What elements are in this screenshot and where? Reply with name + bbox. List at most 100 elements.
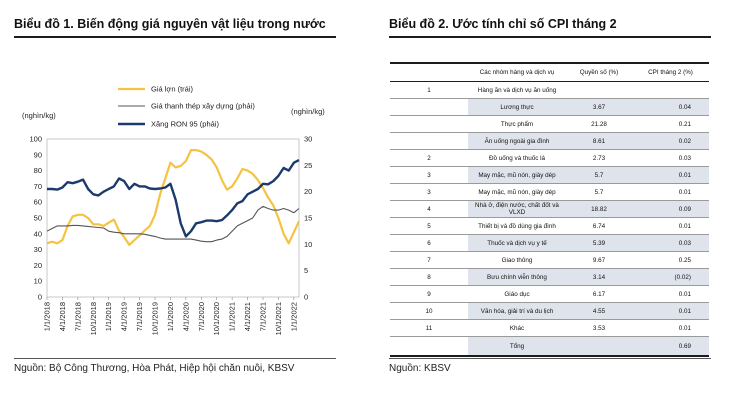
table-row: Lương thực 3.67 0.04 (390, 98, 709, 116)
legend-label-0: Giá lợn (trái) (151, 85, 194, 94)
row-group: Đồ uống và thuốc lá (468, 149, 566, 167)
row-index: 6 (390, 234, 468, 252)
row-index: 2 (390, 149, 468, 167)
x-tick-label: 7/1/2018 (73, 302, 82, 331)
series-gia-thep (46, 205, 300, 243)
x-tick-label: 10/1/2020 (212, 302, 221, 335)
row-weight: 9.67 (566, 251, 632, 269)
x-tick-label: 10/1/2019 (151, 302, 160, 335)
row-index (390, 98, 468, 116)
row-cpi: 0.04 (632, 98, 709, 116)
right-tick-label: 5 (304, 266, 308, 275)
right-tick-label: 20 (304, 187, 312, 196)
table-row: 7 Giao thông 9.67 0.25 (390, 251, 709, 269)
x-tick-label: 7/1/2021 (259, 302, 268, 331)
row-group: Hàng ăn và dịch vụ ăn uống (468, 81, 566, 99)
row-group: Khác (468, 319, 566, 337)
chart1-svg: 0 10 20 30 40 50 60 70 80 90 100 0 5 10 15 20 25 30 (nghìn… (22, 85, 325, 336)
x-tick-label: 1/1/2022 (289, 302, 298, 331)
row-group: Thực phẩm (468, 115, 566, 133)
series-xang-ron95 (47, 159, 300, 238)
total-label: Tổng (468, 336, 566, 357)
row-index: 4 (390, 200, 468, 218)
table-row: 6 Thuốc và dịch vụ y tế 5.39 0.03 (390, 234, 709, 252)
row-group: Ăn uống ngoài gia đình (468, 132, 566, 150)
row-index: 3 (390, 166, 468, 184)
row-weight: 3.67 (566, 98, 632, 116)
total-cpi: 0.69 (632, 336, 709, 357)
row-weight: 5.39 (566, 234, 632, 252)
table-row: 3 May mặc, mũ nón, giày dép 5.7 0.01 (390, 166, 709, 184)
row-cpi: 0.01 (632, 302, 709, 320)
row-cpi: 0.03 (632, 149, 709, 167)
table-row: 11 Khác 3.53 0.01 (390, 319, 709, 337)
left-tick-label: 90 (34, 150, 42, 159)
table-row: 3 May mặc, mũ nón, giày dép 5.7 0.01 (390, 183, 709, 201)
row-group: Lương thực (468, 98, 566, 116)
row-index: 1 (390, 81, 468, 99)
chart1-source-rule (14, 358, 336, 359)
row-index: 10 (390, 302, 468, 320)
row-cpi: 0.25 (632, 251, 709, 269)
table-row: 5 Thiết bị và đồ dùng gia đình 6.74 0.01 (390, 217, 709, 235)
row-index: 5 (390, 217, 468, 235)
x-tick-label: 1/1/2018 (43, 302, 52, 331)
left-unit-label: (nghìn/kg) (22, 111, 56, 120)
left-tick-label: 70 (34, 182, 42, 191)
row-cpi: 0.01 (632, 166, 709, 184)
row-weight: 3.53 (566, 319, 632, 337)
series-gia-lon (46, 148, 300, 246)
table-title: Biểu đồ 2. Ước tính chỉ số CPI tháng 2 (389, 17, 617, 31)
plot-frame (46, 138, 300, 298)
row-group: Giáo dục (468, 285, 566, 303)
x-tick-label: 4/1/2018 (58, 302, 67, 331)
row-weight: 6.74 (566, 217, 632, 235)
table-row: 1 Hàng ăn và dịch vụ ăn uống (390, 81, 709, 99)
left-tick-label: 50 (34, 214, 42, 223)
row-cpi: 0.01 (632, 285, 709, 303)
x-tick-label: 4/1/2021 (243, 302, 252, 331)
row-index (390, 115, 468, 133)
chart1-source: Nguồn: Bộ Công Thương, Hòa Phát, Hiệp hộ… (14, 363, 295, 374)
table-header-row: Các nhóm hàng và dịch vụ Quyền số (%) CP… (390, 62, 709, 82)
table-row: 4 Nhà ở, điện nước, chất đốt và VLXD 18.82… (390, 200, 709, 218)
right-tick-label: 0 (304, 293, 308, 302)
row-weight: 5.7 (566, 183, 632, 201)
header-group: Các nhóm hàng và dịch vụ (468, 62, 566, 82)
row-cpi: (0.02) (632, 268, 709, 286)
right-tick-label: 30 (304, 135, 312, 144)
table-row: 9 Giáo dục 6.17 0.01 (390, 285, 709, 303)
left-tick-label: 40 (34, 229, 42, 238)
table-total-row: Tổng 0.69 (390, 336, 709, 357)
table-row: Ăn uống ngoài gia đình 8.61 0.02 (390, 132, 709, 150)
x-tick-label: 7/1/2020 (197, 302, 206, 331)
table-source: Nguồn: KBSV (389, 363, 451, 374)
row-weight (566, 81, 632, 99)
left-tick-label: 30 (34, 245, 42, 254)
chart1-axes: 0 10 20 30 40 50 60 70 80 90 100 0 5 10 15 20 25 30 (nghìn… (22, 107, 325, 335)
row-weight: 4.55 (566, 302, 632, 320)
x-tick-label: 10/1/2021 (274, 302, 283, 335)
row-index: 7 (390, 251, 468, 269)
row-weight: 3.14 (566, 268, 632, 286)
header-cpi: CPI tháng 2 (%) (632, 62, 709, 82)
right-tick-label: 15 (304, 214, 312, 223)
row-weight: 21.28 (566, 115, 632, 133)
x-tick-label: 4/1/2019 (120, 302, 129, 331)
row-weight: 6.17 (566, 285, 632, 303)
row-cpi: 0.21 (632, 115, 709, 133)
right-tick-label: 25 (304, 161, 312, 170)
x-tick-label: 1/1/2019 (104, 302, 113, 331)
row-index: 11 (390, 319, 468, 337)
row-group: Thuốc và dịch vụ y tế (468, 234, 566, 252)
chart1-series (46, 148, 300, 246)
row-weight: 2.73 (566, 149, 632, 167)
table-row: 2 Đồ uống và thuốc lá 2.73 0.03 (390, 149, 709, 167)
x-tick-label: 4/1/2020 (181, 302, 190, 331)
x-tick-label: 1/1/2020 (166, 302, 175, 331)
table-title-rule (389, 36, 711, 38)
left-tick-label: 60 (34, 198, 42, 207)
header-weight: Quyền số (%) (566, 62, 632, 82)
row-group: Văn hóa, giải trí và du lịch (468, 302, 566, 320)
table-row: 10 Văn hóa, giải trí và du lịch 4.55 0.01 (390, 302, 709, 320)
